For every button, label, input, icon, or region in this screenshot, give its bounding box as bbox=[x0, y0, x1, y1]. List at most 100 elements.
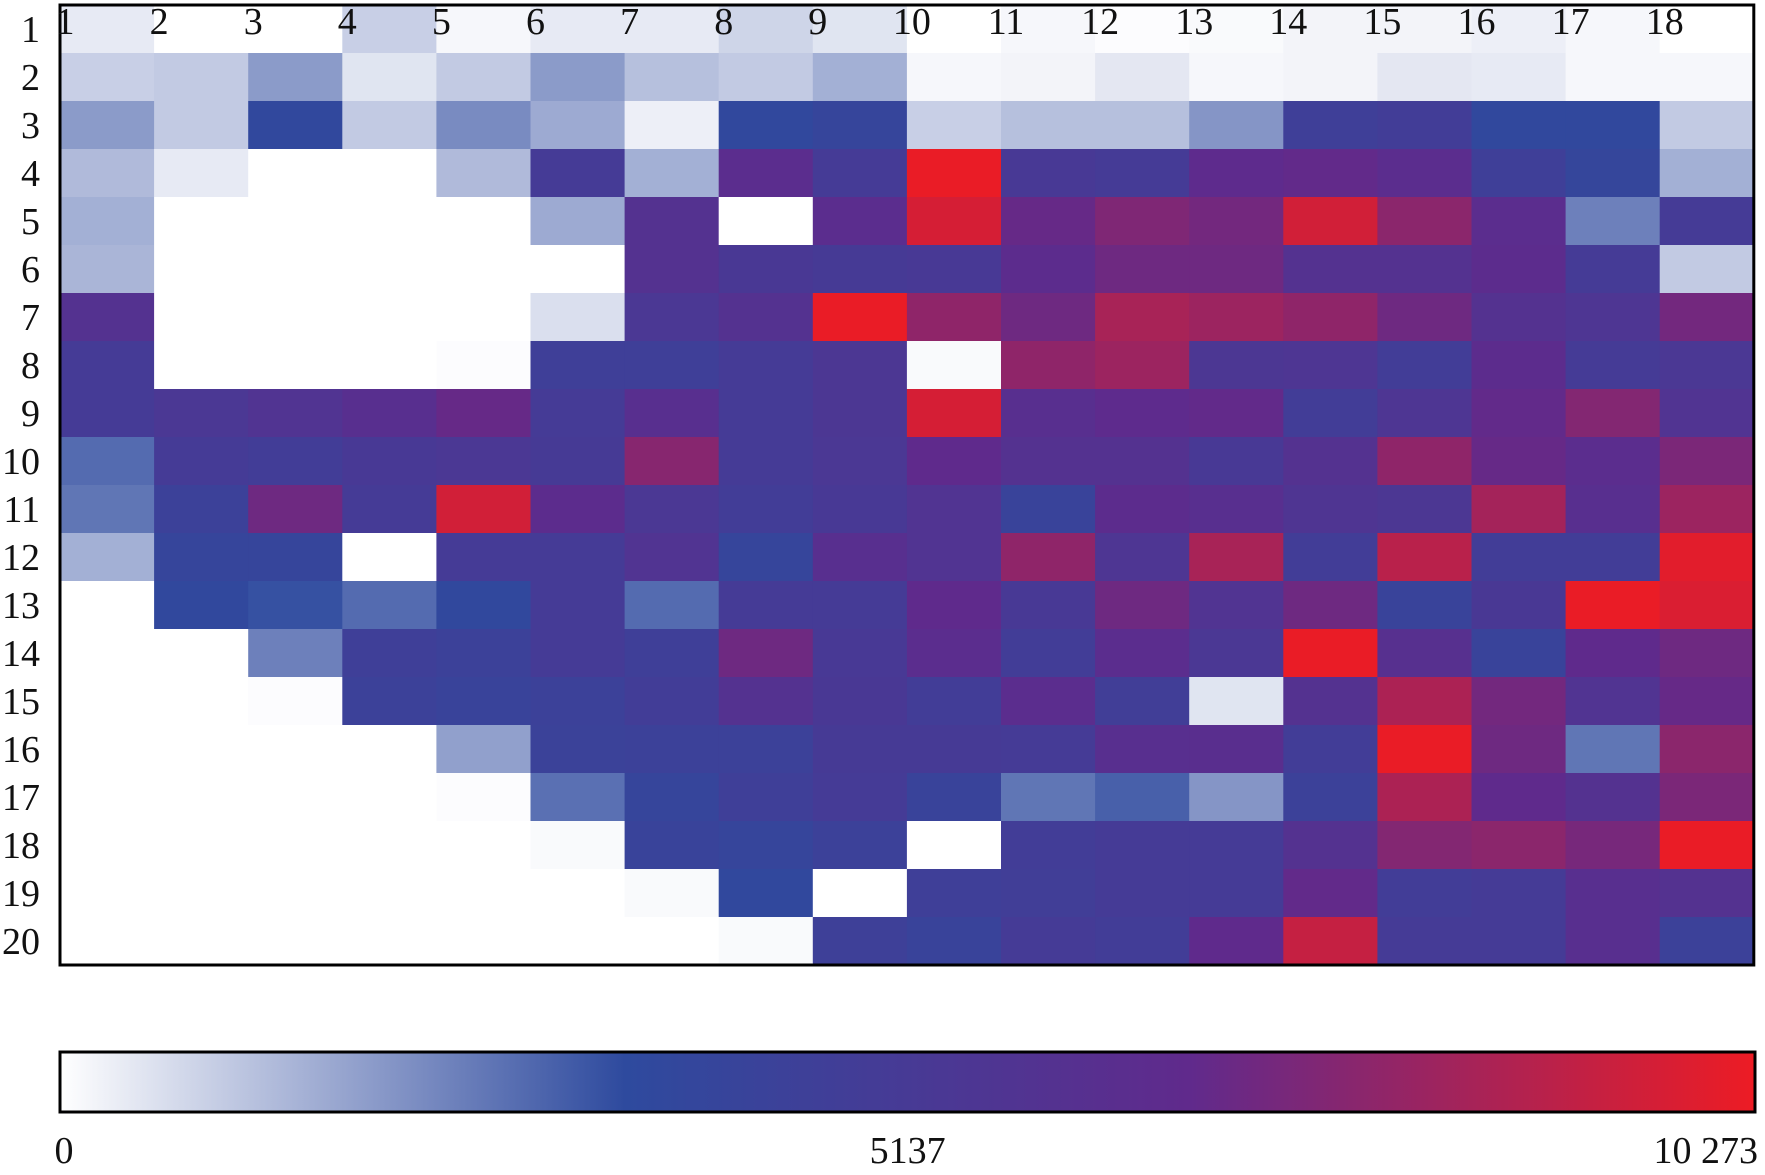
heatmap-cell bbox=[342, 629, 437, 678]
heatmap-cell bbox=[1659, 149, 1755, 198]
heatmap-cell bbox=[342, 581, 437, 630]
heatmap-cell bbox=[1377, 53, 1473, 102]
heatmap-cell bbox=[60, 485, 155, 534]
heatmap-cell bbox=[1377, 437, 1473, 486]
heatmap-cell bbox=[624, 101, 720, 150]
heatmap-cell bbox=[1471, 101, 1567, 150]
heatmap-cell bbox=[624, 245, 720, 294]
heatmap-cell bbox=[624, 773, 720, 822]
heatmap-cell bbox=[1659, 821, 1755, 870]
heatmap-cell bbox=[1001, 869, 1096, 918]
heatmap-cell bbox=[718, 725, 814, 774]
heatmap-cell bbox=[1189, 485, 1284, 534]
heatmap-cell bbox=[60, 581, 155, 630]
heatmap-cell bbox=[436, 629, 532, 678]
heatmap-cell bbox=[906, 101, 1002, 150]
heatmap-cell bbox=[718, 773, 814, 822]
heatmap-cell bbox=[154, 437, 249, 486]
heatmap-cell bbox=[530, 5, 626, 54]
heatmap-cell bbox=[1095, 725, 1190, 774]
heatmap-cell bbox=[718, 629, 814, 678]
heatmap-cell bbox=[436, 197, 532, 246]
heatmap-cell bbox=[906, 533, 1002, 582]
heatmap-cell bbox=[1471, 389, 1567, 438]
heatmap-cell bbox=[60, 773, 155, 822]
heatmap-cell bbox=[1095, 5, 1190, 54]
heatmap-cell bbox=[1095, 149, 1190, 198]
heatmap-cell bbox=[1471, 5, 1567, 54]
heatmap-cell bbox=[1565, 629, 1661, 678]
y-tick-label: 1 bbox=[21, 9, 40, 51]
heatmap-cell bbox=[812, 773, 908, 822]
x-tick-label: 15 bbox=[1363, 1, 1401, 43]
heatmap-cell bbox=[1001, 293, 1096, 342]
y-tick-label: 17 bbox=[2, 777, 40, 819]
heatmap-cell bbox=[436, 341, 532, 390]
heatmap-cell bbox=[436, 677, 532, 726]
colorbar-max-label: 10 273 bbox=[1654, 1130, 1759, 1172]
heatmap-cell bbox=[436, 917, 532, 966]
heatmap-cell bbox=[1471, 725, 1567, 774]
heatmap-cell bbox=[436, 773, 532, 822]
heatmap-cell bbox=[1189, 53, 1284, 102]
x-tick-label: 7 bbox=[620, 1, 639, 43]
heatmap-cell bbox=[154, 869, 249, 918]
heatmap-cell bbox=[906, 485, 1002, 534]
heatmap-cell bbox=[342, 341, 437, 390]
x-tick-label: 3 bbox=[244, 1, 263, 43]
heatmap-cell bbox=[1095, 485, 1190, 534]
heatmap-cell bbox=[624, 677, 720, 726]
heatmap-cell bbox=[1659, 341, 1755, 390]
heatmap-cell bbox=[812, 533, 908, 582]
heatmap-cell bbox=[1377, 629, 1473, 678]
heatmap-cell bbox=[1565, 725, 1661, 774]
heatmap-cell bbox=[248, 293, 343, 342]
heatmap-cell bbox=[812, 245, 908, 294]
heatmap-cell bbox=[1095, 869, 1190, 918]
y-tick-label: 15 bbox=[2, 681, 40, 723]
heatmap-cell bbox=[718, 437, 814, 486]
heatmap-cell bbox=[530, 533, 626, 582]
heatmap-cell bbox=[1001, 485, 1096, 534]
y-tick-label: 9 bbox=[21, 393, 40, 435]
heatmap-cell bbox=[248, 53, 343, 102]
heatmap-cell bbox=[1283, 677, 1378, 726]
heatmap-cell bbox=[248, 533, 343, 582]
heatmap-cell bbox=[1001, 725, 1096, 774]
heatmap-cell bbox=[1283, 389, 1378, 438]
heatmap-cell bbox=[342, 197, 437, 246]
heatmap-cell bbox=[342, 485, 437, 534]
heatmap-cell bbox=[1189, 293, 1284, 342]
heatmap-cell bbox=[436, 821, 532, 870]
heatmap-cell bbox=[530, 917, 626, 966]
y-tick-label: 5 bbox=[21, 201, 40, 243]
heatmap-cell bbox=[1189, 5, 1284, 54]
heatmap-cell bbox=[1471, 677, 1567, 726]
heatmap-cell bbox=[1471, 485, 1567, 534]
heatmap-cell bbox=[624, 821, 720, 870]
heatmap-cell bbox=[530, 629, 626, 678]
heatmap-cell bbox=[342, 917, 437, 966]
heatmap-cell bbox=[154, 389, 249, 438]
heatmap-cell bbox=[1565, 437, 1661, 486]
heatmap-cell bbox=[436, 149, 532, 198]
heatmap-cell bbox=[1095, 773, 1190, 822]
heatmap-cell bbox=[1565, 245, 1661, 294]
heatmap-cell bbox=[624, 533, 720, 582]
heatmap-cell bbox=[718, 533, 814, 582]
heatmap-cell bbox=[1565, 581, 1661, 630]
heatmap-cell bbox=[342, 245, 437, 294]
heatmap-cell bbox=[342, 389, 437, 438]
heatmap-cell bbox=[436, 869, 532, 918]
heatmap-cell bbox=[1283, 869, 1378, 918]
heatmap-cell bbox=[60, 197, 155, 246]
heatmap-cell bbox=[60, 389, 155, 438]
heatmap-cell bbox=[1565, 773, 1661, 822]
heatmap-cell bbox=[436, 101, 532, 150]
heatmap-cell bbox=[1377, 485, 1473, 534]
heatmap-cell bbox=[248, 485, 343, 534]
heatmap-cell bbox=[906, 5, 1002, 54]
heatmap-cell bbox=[1283, 437, 1378, 486]
heatmap-cell bbox=[1001, 437, 1096, 486]
heatmap-cell bbox=[624, 149, 720, 198]
